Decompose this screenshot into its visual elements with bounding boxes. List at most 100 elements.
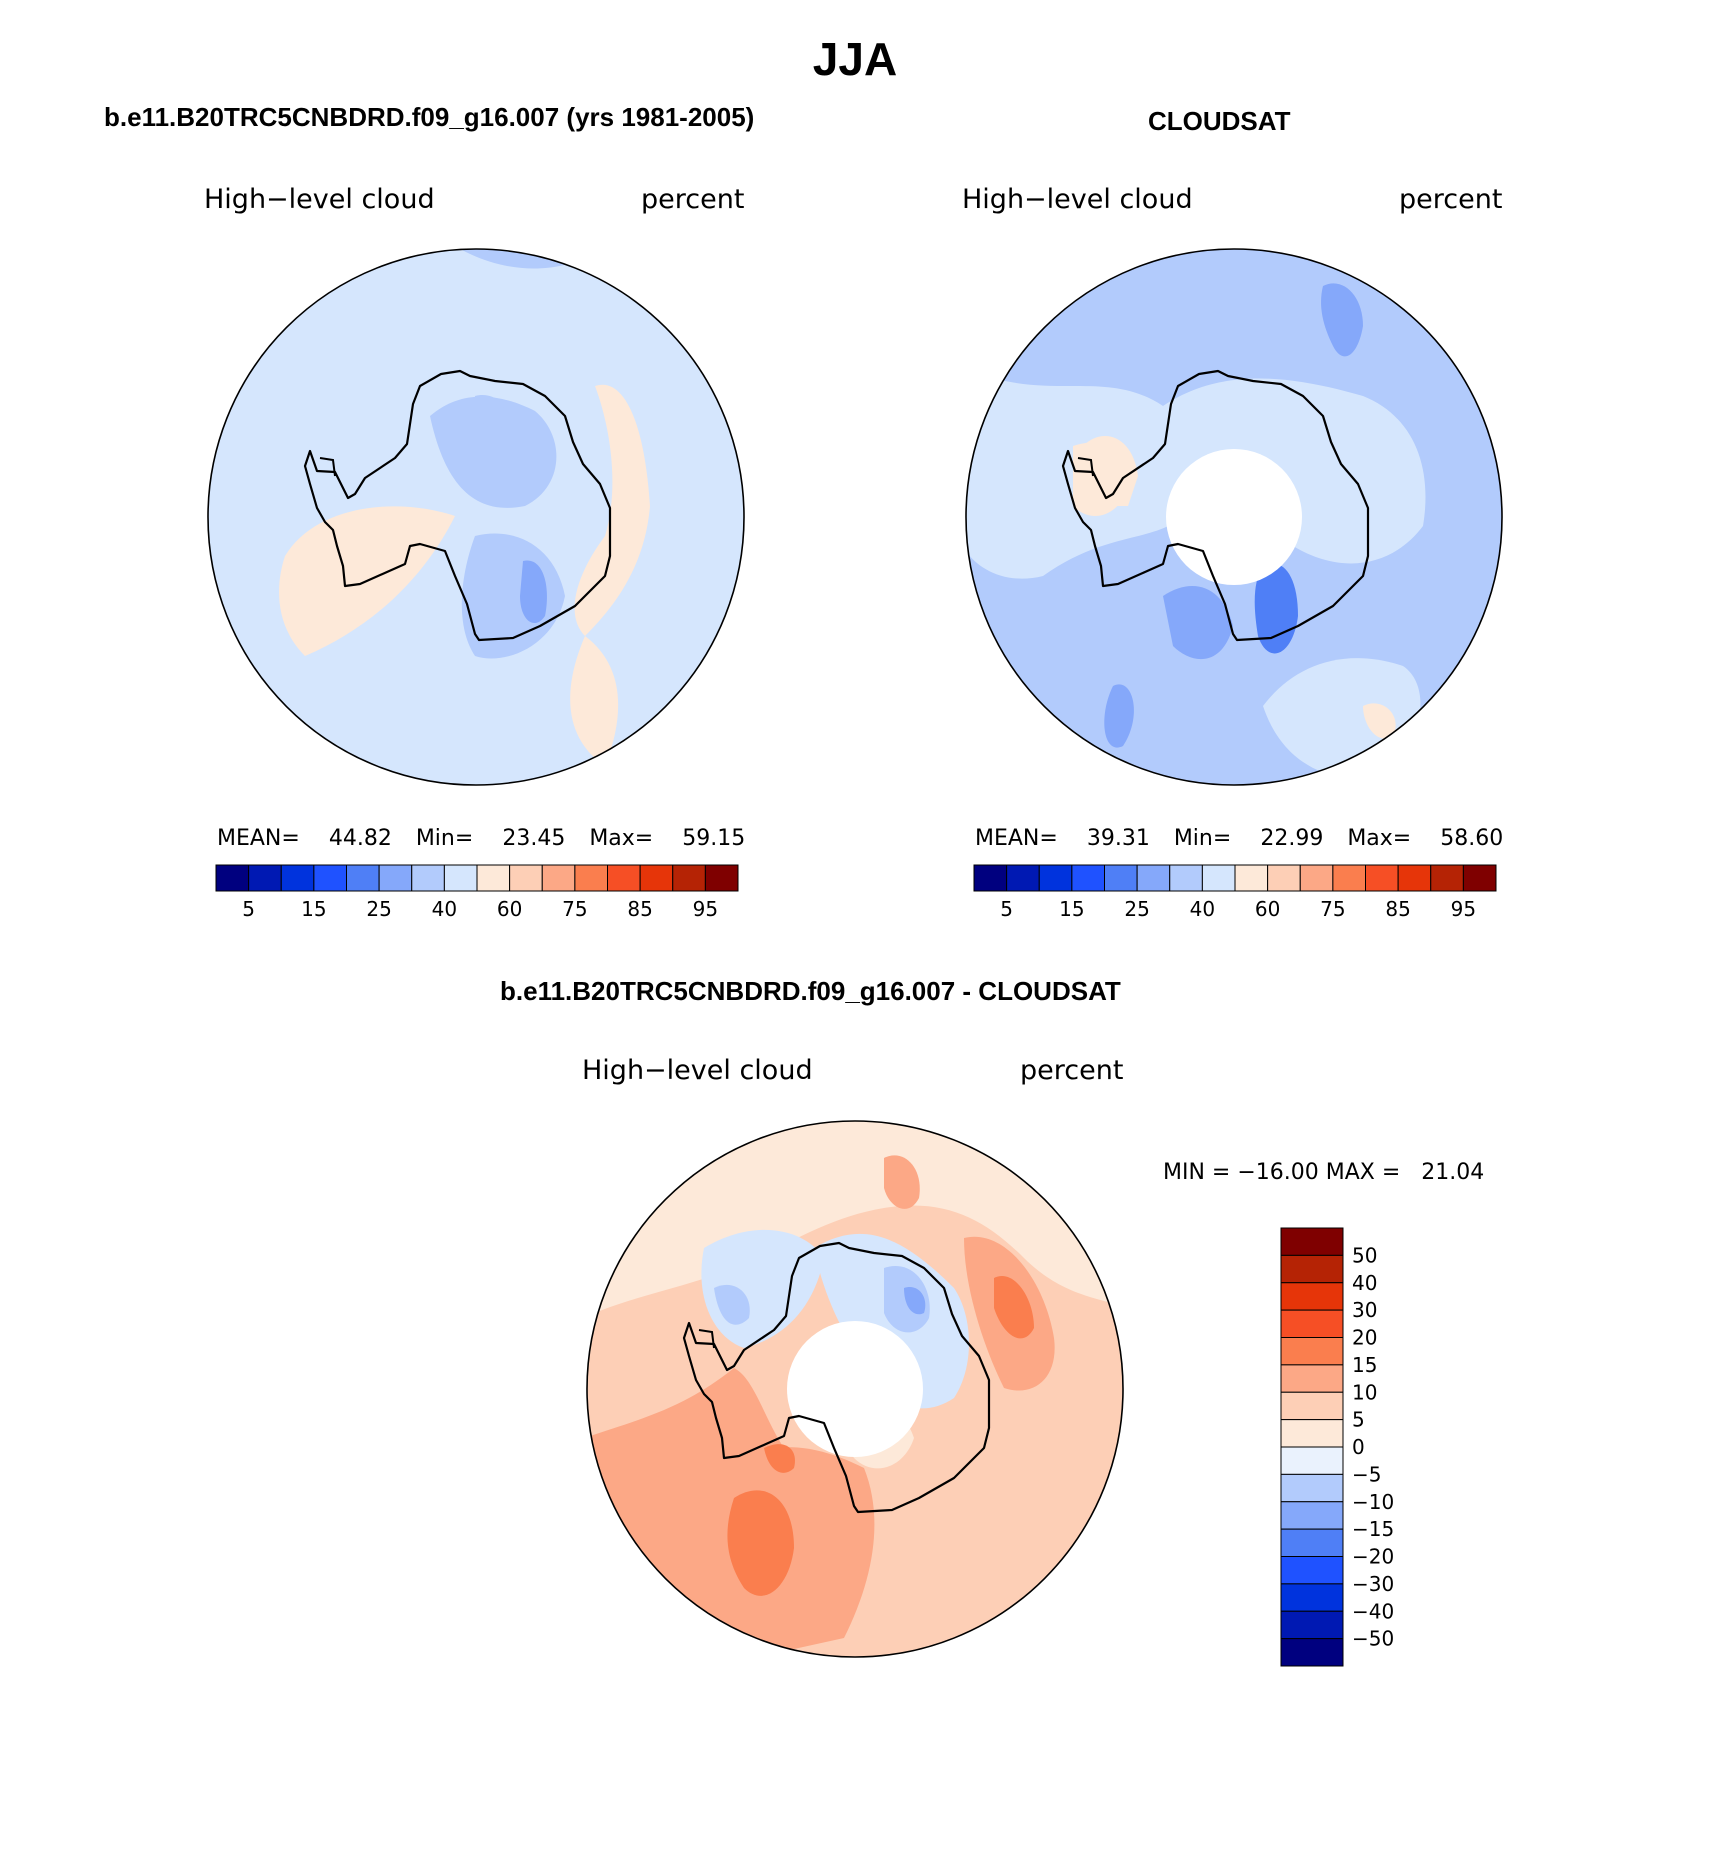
- colorbar-swatch: [1280, 1364, 1344, 1393]
- colorbar-swatch: [1234, 864, 1269, 892]
- obs-colorbar: 5 15 25 40 60 75 85 95: [973, 864, 1497, 921]
- colorbar-swatch: [1280, 1583, 1344, 1612]
- obs-min-label: Min=: [1173, 826, 1232, 851]
- colorbar-swatch: [1397, 864, 1432, 892]
- model-min-value: 23.45: [502, 826, 566, 851]
- diff-stats: MIN = −16.00 MAX = 21.04: [1163, 1160, 1485, 1185]
- colorbar-swatch: [1038, 864, 1073, 892]
- colorbar-swatch: [1299, 864, 1334, 892]
- obs-mean-value: 39.31: [1086, 826, 1150, 851]
- colorbar-swatch: [248, 864, 282, 892]
- colorbar-swatch: [973, 864, 1008, 892]
- colorbar-tick-label: 40: [432, 897, 457, 921]
- colorbar-swatch: [1280, 1638, 1344, 1667]
- colorbar-swatch: [1201, 864, 1236, 892]
- obs-max-label: Max=: [1347, 826, 1412, 851]
- colorbar-tick-label: 85: [1385, 897, 1410, 921]
- obs-units-label: percent: [1399, 184, 1503, 215]
- colorbar-tick-label: 15: [301, 897, 326, 921]
- colorbar-tick-label: 20: [1352, 1326, 1377, 1350]
- colorbar-tick-label: 50: [1352, 1243, 1377, 1267]
- model-variable-label: High−level cloud: [204, 184, 435, 215]
- colorbar-swatch: [1104, 864, 1138, 892]
- colorbar-tick-label: 40: [1352, 1271, 1377, 1295]
- colorbar-swatch: [509, 864, 543, 892]
- model-colorbar: 5 15 25 40 60 75 85 95: [215, 864, 739, 921]
- colorbar-swatch: [639, 864, 674, 892]
- model-polar-map: [207, 248, 745, 786]
- colorbar-swatch: [378, 864, 413, 892]
- obs-max-value: 58.60: [1440, 826, 1504, 851]
- model-max-value: 59.15: [682, 826, 746, 851]
- colorbar-swatch: [1071, 864, 1105, 892]
- colorbar-swatch: [313, 864, 347, 892]
- colorbar-tick-label: 25: [1124, 897, 1149, 921]
- colorbar-swatch: [1136, 864, 1171, 892]
- colorbar-swatch: [346, 864, 380, 892]
- colorbar-swatch: [1280, 1528, 1344, 1557]
- model-panel-title: b.e11.B20TRC5CNBDRD.f09_g16.007 (yrs 198…: [104, 102, 755, 132]
- colorbar-swatch: [215, 864, 250, 892]
- colorbar-swatch: [607, 864, 641, 892]
- colorbar-swatch: [1280, 1254, 1344, 1284]
- colorbar-swatch: [1430, 864, 1464, 892]
- colorbar-swatch: [704, 864, 739, 892]
- colorbar-tick-label: 5: [1000, 897, 1013, 921]
- colorbar-swatch: [1280, 1282, 1344, 1311]
- colorbar-swatch: [443, 864, 478, 892]
- obs-polar-map: [965, 248, 1503, 786]
- colorbar-tick-label: −20: [1352, 1545, 1394, 1569]
- diff-polar-map: [586, 1120, 1124, 1658]
- model-max-label: Max=: [589, 826, 654, 851]
- obs-variable-label: High−level cloud: [962, 184, 1193, 215]
- colorbar-swatch: [1462, 864, 1497, 892]
- colorbar-swatch: [1006, 864, 1040, 892]
- colorbar-tick-label: 95: [1451, 897, 1476, 921]
- colorbar-swatch: [280, 864, 315, 892]
- colorbar-tick-label: −10: [1352, 1490, 1394, 1514]
- colorbar-swatch: [1280, 1419, 1344, 1448]
- colorbar-swatch: [1280, 1556, 1344, 1585]
- colorbar-swatch: [672, 864, 706, 892]
- obs-mean-label: MEAN=: [975, 826, 1058, 851]
- colorbar-tick-label: −50: [1352, 1627, 1394, 1651]
- obs-min-value: 22.99: [1260, 826, 1324, 851]
- colorbar-swatch: [1365, 864, 1399, 892]
- obs-panel-title: CLOUDSAT: [1148, 106, 1291, 136]
- colorbar-swatch: [1280, 1309, 1344, 1338]
- colorbar-swatch: [1169, 864, 1203, 892]
- colorbar-tick-label: 10: [1352, 1380, 1377, 1404]
- colorbar-swatch: [574, 864, 608, 892]
- colorbar-tick-label: 95: [693, 897, 718, 921]
- colorbar-tick-label: 60: [497, 897, 522, 921]
- model-mean-label: MEAN=: [217, 826, 300, 851]
- model-min-label: Min=: [415, 826, 474, 851]
- colorbar-swatch: [411, 864, 445, 892]
- colorbar-tick-label: −5: [1352, 1462, 1381, 1486]
- colorbar-tick-label: 85: [627, 897, 652, 921]
- colorbar-swatch: [1280, 1337, 1344, 1366]
- colorbar-swatch: [1280, 1391, 1344, 1421]
- colorbar-swatch: [1267, 864, 1301, 892]
- colorbar-swatch: [1280, 1610, 1344, 1640]
- colorbar-swatch: [476, 864, 511, 892]
- page-title: JJA: [812, 33, 898, 85]
- model-units-label: percent: [641, 184, 745, 215]
- colorbar-tick-label: 75: [562, 897, 587, 921]
- diff-variable-label: High−level cloud: [582, 1055, 813, 1086]
- colorbar-tick-label: 25: [366, 897, 391, 921]
- colorbar-swatch: [1332, 864, 1366, 892]
- colorbar-swatch: [541, 864, 576, 892]
- colorbar-tick-label: 30: [1352, 1298, 1377, 1322]
- colorbar-tick-label: 40: [1190, 897, 1215, 921]
- colorbar-tick-label: 5: [242, 897, 255, 921]
- colorbar-tick-label: 15: [1352, 1353, 1377, 1377]
- colorbar-swatch: [1280, 1473, 1344, 1503]
- colorbar-tick-label: 0: [1352, 1435, 1365, 1459]
- colorbar-swatch: [1280, 1227, 1344, 1256]
- colorbar-tick-label: −15: [1352, 1517, 1394, 1541]
- colorbar-tick-label: 5: [1352, 1408, 1365, 1432]
- colorbar-swatch: [1280, 1446, 1344, 1475]
- colorbar-tick-label: −30: [1352, 1572, 1394, 1596]
